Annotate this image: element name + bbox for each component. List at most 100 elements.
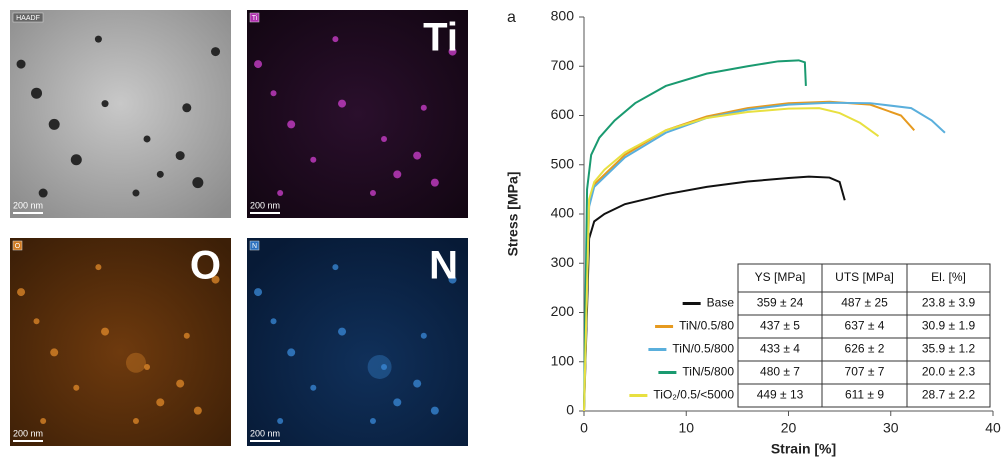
particle <box>393 170 402 179</box>
particle <box>132 189 140 197</box>
table-bg <box>737 263 991 408</box>
particle <box>192 177 204 189</box>
particle <box>448 47 457 56</box>
particle <box>381 363 388 370</box>
legend-label: TiN/0.5/800 <box>672 342 734 356</box>
particle <box>277 190 284 197</box>
particle <box>369 190 376 197</box>
channel-tag <box>12 12 44 23</box>
particle <box>211 47 221 57</box>
particle <box>176 379 185 388</box>
table-header: YS [MPa] <box>755 270 806 284</box>
scale-bar-label: 200 nm <box>13 200 43 210</box>
table-cell: 449 ± 13 <box>757 388 804 402</box>
y-tick-label: 500 <box>551 155 575 171</box>
channel-tag-text: Ti <box>252 15 258 22</box>
particle <box>144 363 151 370</box>
channel-label: O <box>190 244 221 288</box>
y-tick-label: 100 <box>551 352 575 368</box>
stress-strain-curve <box>583 101 946 412</box>
y-axis-label: Stress [MPa] <box>505 172 521 257</box>
particle <box>287 120 296 129</box>
particle <box>101 100 109 108</box>
table-cell: 433 ± 4 <box>760 342 800 356</box>
table-cell: 20.0 ± 2.3 <box>922 365 976 379</box>
table-cell: 480 ± 7 <box>760 365 800 379</box>
stress-strain-curve <box>583 107 880 412</box>
x-axis-label: Strain [%] <box>771 441 836 457</box>
table-cell: 30.9 ± 1.9 <box>922 319 976 333</box>
x-tick-label: 0 <box>580 420 588 436</box>
y-tick-label: 0 <box>566 402 574 418</box>
channel-label: Ti <box>423 16 458 60</box>
legend-label: TiN/5/800 <box>682 365 734 379</box>
channel-tag <box>249 240 260 251</box>
particle <box>16 59 26 69</box>
particle <box>50 348 59 357</box>
table-cell: 611 ± 9 <box>845 388 884 402</box>
table-cell: 637 ± 4 <box>845 319 885 333</box>
particle <box>393 398 402 407</box>
channel-label: N <box>429 244 458 288</box>
stress-strain-curve <box>583 175 846 412</box>
particle <box>182 103 192 113</box>
y-tick-label: 400 <box>551 205 575 221</box>
channel-tag-text: N <box>252 243 257 250</box>
x-tick-label: 20 <box>781 420 797 436</box>
table-cell: 28.7 ± 2.2 <box>922 388 976 402</box>
particle <box>94 35 102 43</box>
particle <box>132 418 139 425</box>
particle <box>338 327 347 336</box>
particle <box>420 332 427 339</box>
x-tick-label: 30 <box>883 420 899 436</box>
particle <box>430 178 439 187</box>
table-cell: 707 ± 7 <box>845 365 885 379</box>
particle <box>48 118 60 130</box>
particle <box>413 379 422 388</box>
legend-label: TiO₂/0.5/<5000 <box>653 388 734 402</box>
particle <box>430 406 439 415</box>
table-cell: 359 ± 24 <box>757 296 804 310</box>
table-cell: 23.8 ± 3.9 <box>922 296 976 310</box>
table-header: El. [%] <box>931 270 966 284</box>
table-header: UTS [MPa] <box>835 270 894 284</box>
particle <box>143 135 151 143</box>
particle <box>332 36 339 43</box>
legend-label: Base <box>707 296 735 310</box>
channel-tag-text: O <box>15 243 21 250</box>
particle <box>17 288 26 297</box>
particle <box>287 348 296 357</box>
particle <box>270 318 277 325</box>
y-tick-label: 600 <box>551 106 575 122</box>
particle <box>101 327 110 336</box>
particle <box>211 275 220 284</box>
stress-strain-curve <box>583 59 807 412</box>
particle <box>381 135 388 142</box>
channel-tag <box>249 12 260 23</box>
panel-label: a <box>507 9 516 26</box>
scale-bar-label: 200 nm <box>250 200 280 210</box>
y-tick-label: 200 <box>551 303 575 319</box>
x-tick-label: 40 <box>985 420 1001 436</box>
particle <box>332 264 339 271</box>
table-cell: 35.9 ± 1.2 <box>922 342 976 356</box>
particle <box>33 318 40 325</box>
particle <box>338 99 347 108</box>
channel-tag-text: HAADF <box>16 15 40 22</box>
particle <box>310 384 317 391</box>
scale-bar-label: 200 nm <box>13 428 43 438</box>
particle <box>183 332 190 339</box>
particle <box>31 87 43 99</box>
particle <box>73 384 80 391</box>
y-tick-label: 700 <box>551 57 575 73</box>
particle <box>38 188 48 198</box>
legend-label: TiN/0.5/80 <box>679 319 734 333</box>
particle <box>270 90 277 97</box>
particle <box>369 418 376 425</box>
x-tick-label: 10 <box>678 420 694 436</box>
particle <box>413 151 422 160</box>
particle <box>95 264 102 271</box>
table-cell: 626 ± 2 <box>845 342 885 356</box>
y-tick-label: 300 <box>551 254 575 270</box>
particle <box>125 352 146 373</box>
